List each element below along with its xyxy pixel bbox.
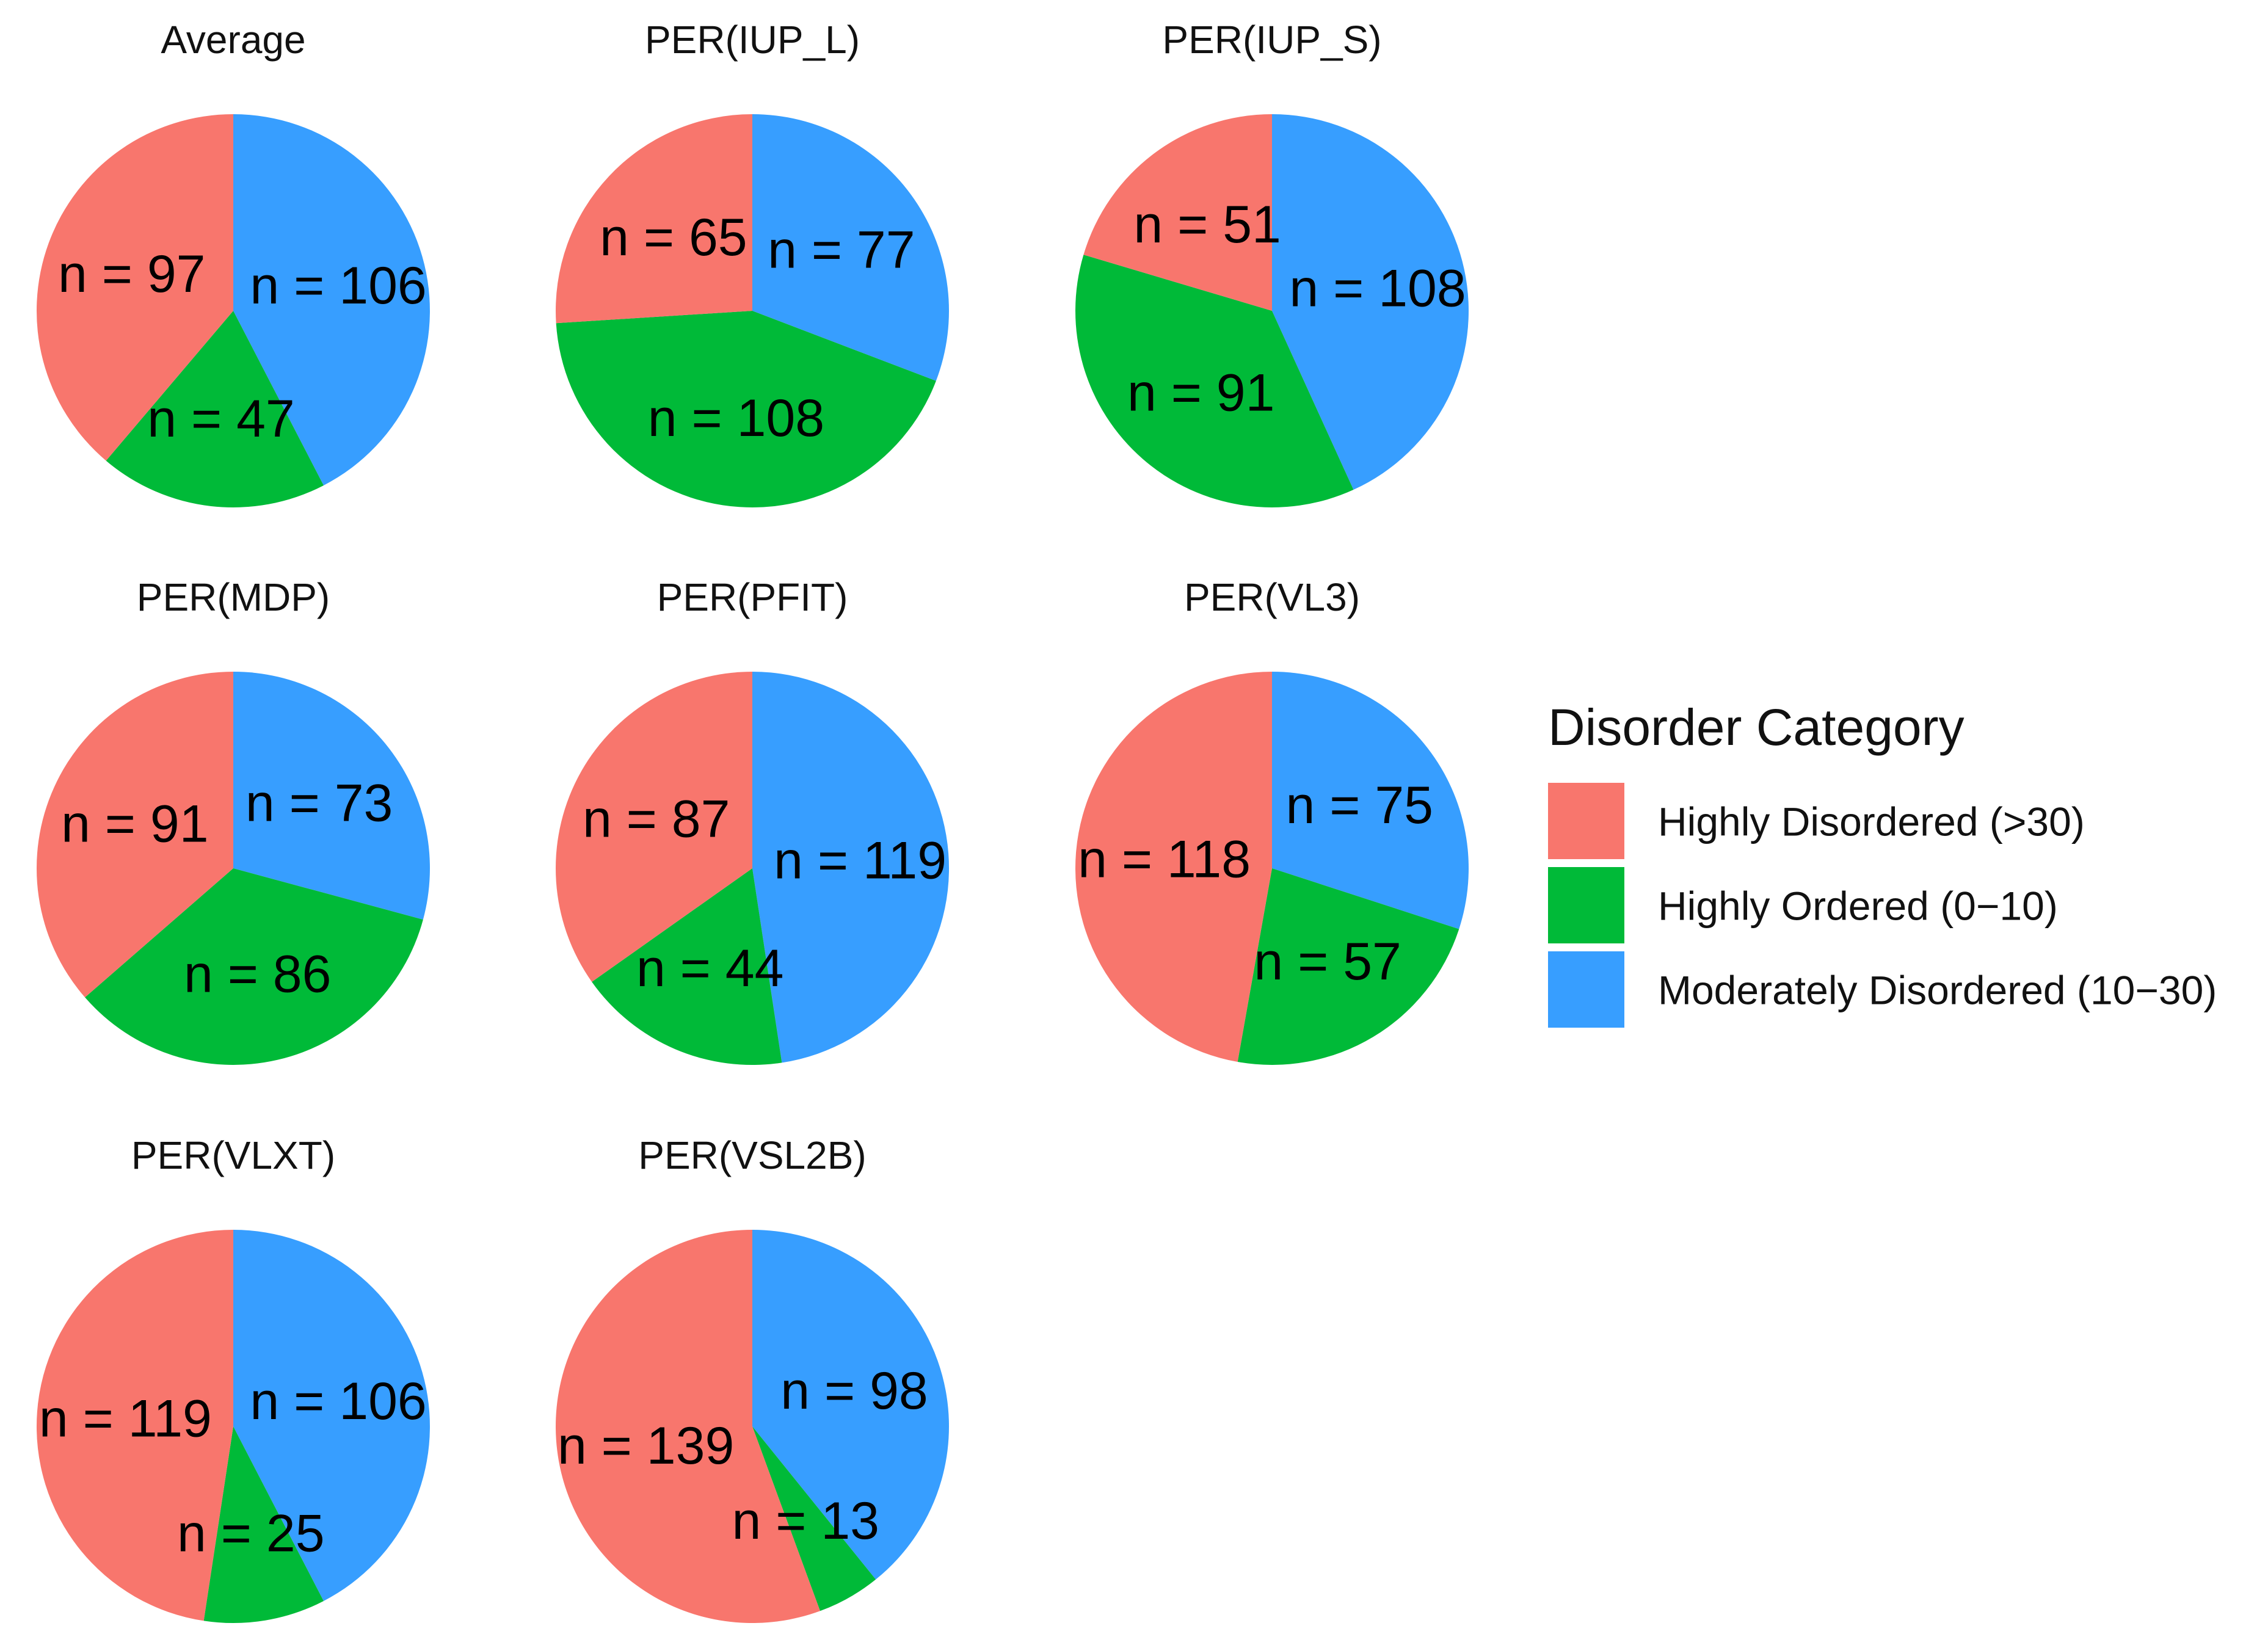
pie-panel-per-vlxt: PER(VLXT) n = 119 n = 25 n = 106 — [36, 1133, 430, 1624]
pie-slice-per-vsl2b-highly-disordered — [555, 1230, 820, 1623]
pie-panel-per-iup-s: PER(IUP_S)n = 51 n = 91n = 108 — [1075, 18, 1469, 507]
pie-slice-per-vl3-highly-disordered — [1075, 672, 1272, 1062]
pie-slice-per-mdp-highly-ordered — [85, 868, 423, 1065]
slice-label-per-mdp-moderately-disordered: n = 73 — [245, 774, 393, 832]
slice-label-average-highly-disordered: n = 97 — [58, 245, 206, 303]
pie-slice-per-iup-l-highly-ordered — [556, 311, 936, 507]
slice-label-per-vl3-highly-ordered: n = 57 — [1254, 932, 1401, 991]
pie-slice-per-mdp-moderately-disordered — [233, 672, 430, 920]
pie-panels: Average n = 97 n = 47 n = 106 PER(IUP_L)n = … — [36, 18, 1469, 1624]
pie-slice-per-vsl2b-highly-ordered — [752, 1426, 876, 1611]
pie-title-per-pfit: PER(PFIT) — [657, 575, 848, 619]
legend-label-ho: Highly Ordered (0−10) — [1658, 884, 2058, 929]
pie-slice-average-moderately-disordered — [233, 114, 430, 485]
legend-label-hd: Highly Disordered (>30) — [1658, 799, 2085, 844]
legend-key-md — [1548, 951, 1624, 1028]
pie-title-average: Average — [161, 18, 305, 62]
legend-title: Disorder Category — [1548, 699, 1965, 756]
pie-slice-per-vlxt-highly-ordered — [203, 1426, 324, 1624]
pie-panel-per-pfit: PER(PFIT) n = 87 n = 44 n = 119 — [556, 575, 950, 1066]
pie-slice-per-vlxt-highly-disordered — [36, 1230, 234, 1621]
legend-label-md: Moderately Disordered (10−30) — [1658, 968, 2217, 1013]
slice-label-average-moderately-disordered: n = 106 — [250, 256, 426, 315]
slice-label-per-iup-l-moderately-disordered: n = 77 — [768, 221, 915, 280]
slice-label-per-pfit-moderately-disordered: n = 119 — [774, 832, 947, 890]
pie-panel-per-mdp: PER(MDP) n = 91 n = 86 n = 73 — [36, 575, 430, 1065]
slice-label-per-vsl2b-moderately-disordered: n = 98 — [780, 1362, 928, 1420]
pie-title-per-mdp: PER(MDP) — [137, 575, 330, 619]
slice-label-per-vl3-moderately-disordered: n = 75 — [1286, 776, 1434, 835]
slice-label-per-vlxt-moderately-disordered: n = 106 — [250, 1372, 426, 1431]
pie-slice-per-pfit-highly-ordered — [592, 868, 782, 1066]
legend-items: Highly Disordered (>30) Highly Ordered (0… — [1548, 783, 2217, 1028]
pie-title-per-vlxt: PER(VLXT) — [131, 1133, 335, 1177]
slice-label-per-vsl2b-highly-ordered: n = 13 — [732, 1492, 880, 1550]
pie-slice-per-vsl2b-moderately-disordered — [752, 1230, 949, 1580]
pie-title-per-iup-l: PER(IUP_L) — [645, 18, 860, 62]
pie-title-per-vsl2b: PER(VSL2B) — [638, 1133, 866, 1177]
slice-label-per-iup-s-highly-disordered: n = 51 — [1133, 195, 1281, 254]
slice-label-per-mdp-highly-disordered: n = 91 — [61, 795, 209, 854]
pie-slice-average-highly-ordered — [106, 311, 324, 507]
slice-label-per-mdp-highly-ordered: n = 86 — [184, 945, 332, 1004]
slice-label-average-highly-ordered: n = 47 — [147, 390, 295, 448]
pie-slice-per-iup-s-moderately-disordered — [1272, 114, 1469, 490]
legend-key-hd — [1548, 783, 1624, 859]
pie-slice-per-vl3-moderately-disordered — [1272, 672, 1469, 929]
pie-slice-per-vlxt-moderately-disordered — [233, 1230, 430, 1601]
pie-slice-per-iup-l-moderately-disordered — [752, 114, 949, 381]
slice-label-per-iup-s-highly-ordered: n = 91 — [1127, 364, 1275, 423]
slice-label-per-vlxt-highly-ordered: n = 25 — [177, 1505, 325, 1563]
pie-slice-per-vl3-highly-ordered — [1237, 868, 1459, 1066]
slice-label-per-pfit-highly-disordered: n = 87 — [583, 790, 730, 849]
slice-label-per-pfit-highly-ordered: n = 44 — [636, 939, 784, 998]
pie-slice-per-pfit-moderately-disordered — [752, 672, 950, 1063]
pie-panel-average: Average n = 97 n = 47 n = 106 — [36, 18, 430, 507]
legend: Disorder Category Highly Disordered (>30… — [1548, 699, 2217, 1028]
pie-slice-per-iup-s-highly-ordered — [1075, 255, 1354, 507]
pie-slice-average-highly-disordered — [36, 114, 234, 461]
slice-label-per-vsl2b-highly-disordered: n = 139 — [558, 1417, 734, 1475]
slice-label-per-iup-l-highly-ordered: n = 108 — [648, 389, 824, 448]
pie-panel-per-vsl2b: PER(VSL2B) n = 139 n = 13 n = 98 — [555, 1133, 949, 1623]
pie-title-per-vl3: PER(VL3) — [1184, 575, 1360, 619]
slice-label-per-iup-l-highly-disordered: n = 65 — [600, 208, 747, 267]
slice-label-per-iup-s-moderately-disordered: n = 108 — [1289, 259, 1466, 318]
pie-slice-per-mdp-highly-disordered — [36, 672, 233, 998]
pie-panel-per-iup-l: PER(IUP_L)n = 65 n = 108 n = 77 — [556, 18, 949, 507]
pie-slice-per-iup-s-highly-disordered — [1083, 114, 1272, 311]
pie-slice-per-iup-l-highly-disordered — [556, 114, 752, 324]
slice-label-per-vlxt-highly-disordered: n = 119 — [39, 1390, 212, 1448]
slice-label-per-vl3-highly-disordered: n = 118 — [1078, 830, 1251, 888]
pie-slice-per-pfit-highly-disordered — [556, 672, 752, 982]
legend-key-ho — [1548, 867, 1624, 943]
pie-title-per-iup-s: PER(IUP_S) — [1162, 18, 1381, 62]
